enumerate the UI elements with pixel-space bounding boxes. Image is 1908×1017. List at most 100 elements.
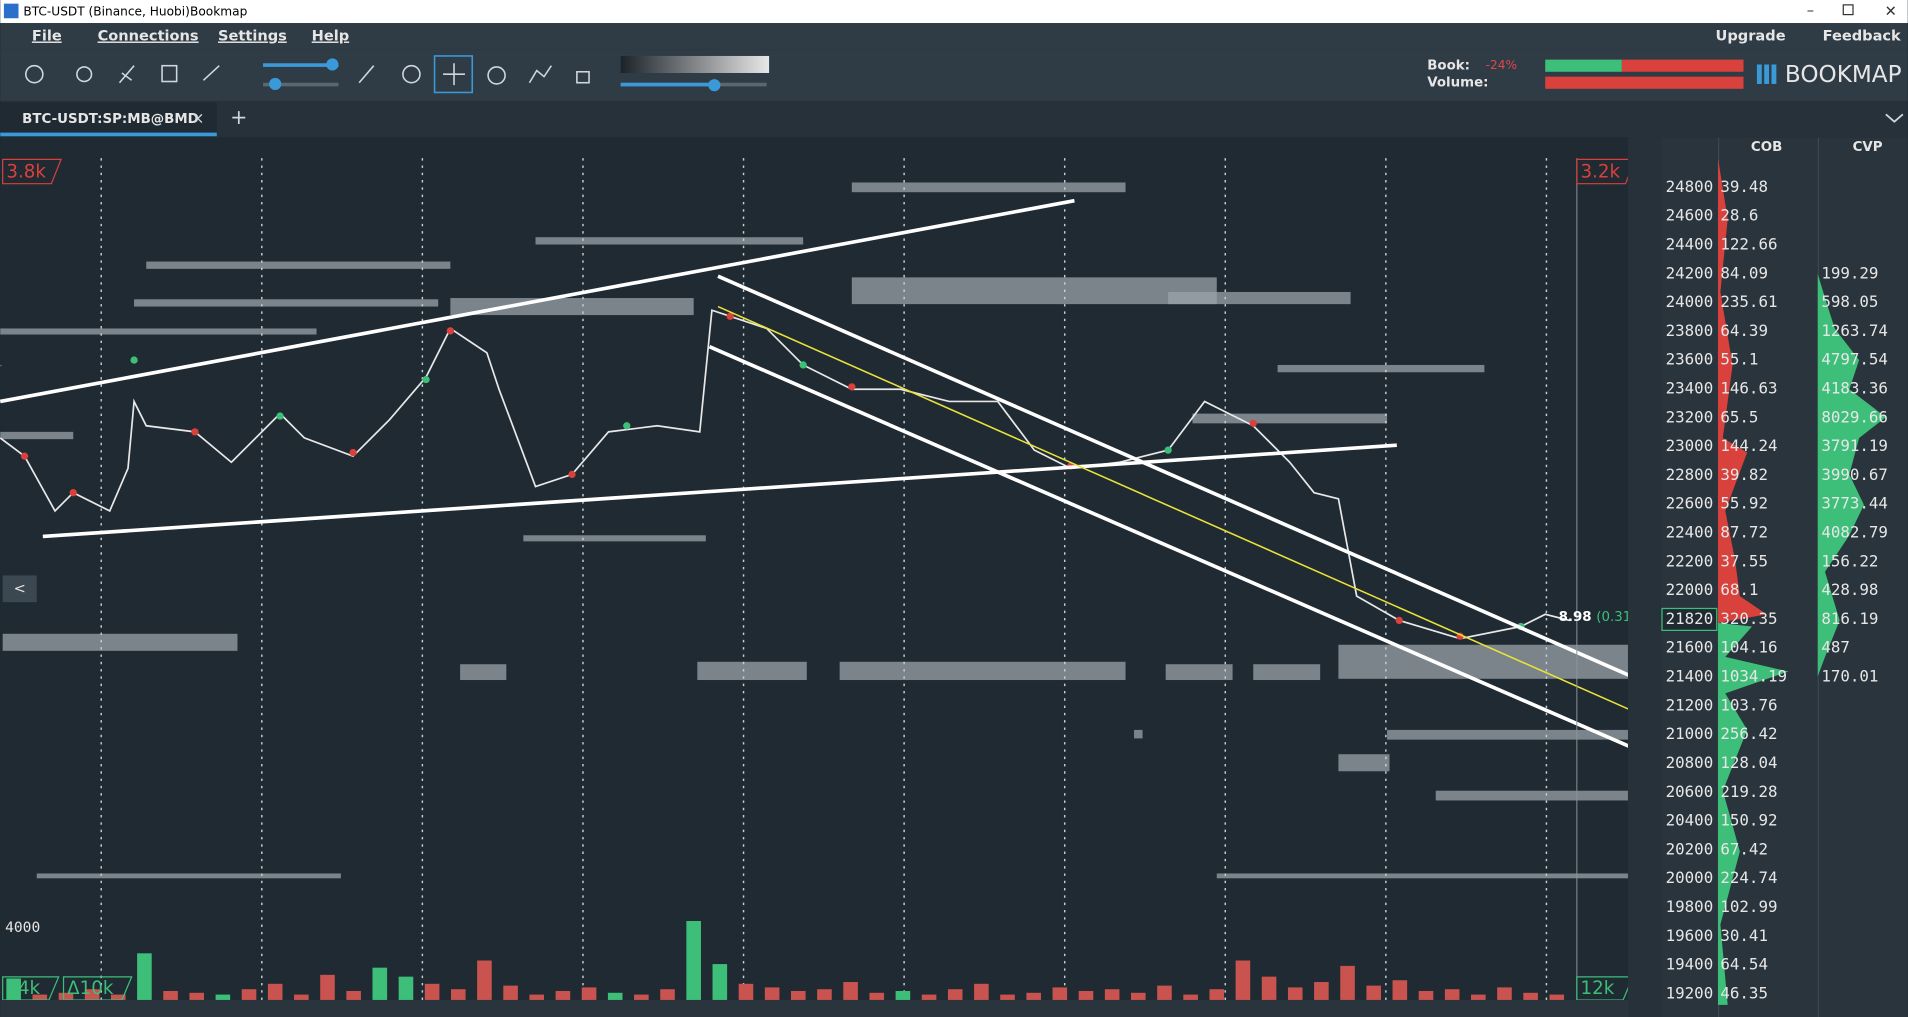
trade-dot — [623, 422, 631, 430]
volume-bar — [1497, 987, 1512, 1000]
price-label: 19800 — [1666, 897, 1714, 916]
cob-value: 64.39 — [1720, 321, 1768, 340]
left-badge: 3.8k — [6, 162, 46, 183]
cvp-value: 1263.74 — [1821, 321, 1888, 340]
volume-bar — [869, 992, 885, 1000]
last-trade-size: 8.98 — [1559, 610, 1592, 625]
tab-close[interactable]: × — [191, 109, 204, 128]
feedback-button[interactable]: Feedback — [1823, 27, 1901, 44]
tool-icon[interactable] — [25, 64, 44, 84]
app-icon — [3, 3, 19, 19]
trade-dot — [130, 356, 138, 364]
minimize[interactable]: – — [1807, 2, 1814, 19]
cvp-value: 156.22 — [1821, 551, 1878, 570]
brand-logo — [1764, 64, 1770, 84]
slider-knob[interactable] — [708, 79, 721, 92]
tab-add[interactable]: + — [230, 105, 247, 129]
cob-value: 28.6 — [1720, 206, 1758, 225]
price-label: 20000 — [1666, 868, 1714, 887]
restore[interactable] — [1842, 4, 1854, 16]
upgrade-button[interactable]: Upgrade — [1716, 27, 1786, 44]
volume-bar — [817, 989, 832, 1000]
volume-bar — [1104, 989, 1120, 1000]
price-label: 21820 — [1666, 609, 1714, 628]
liquidity-band — [851, 277, 1217, 305]
cob-value: 224.74 — [1720, 868, 1777, 887]
slider-knob[interactable] — [326, 58, 339, 71]
volume-bar — [1418, 990, 1434, 1000]
volume-bar — [712, 964, 728, 1000]
tool-icon[interactable] — [118, 65, 135, 84]
volume-bar — [110, 994, 126, 1000]
trade-dot — [349, 448, 357, 457]
volume-scale: 4000 — [5, 919, 40, 936]
cvp-value: 3791.19 — [1821, 436, 1888, 455]
tool-icon[interactable] — [443, 63, 465, 86]
cob-value: 1034.19 — [1720, 667, 1787, 686]
liquidity-band — [851, 182, 1126, 193]
cvp-value: 816.19 — [1821, 609, 1878, 628]
book-label: Book: — [1427, 59, 1470, 74]
cvp-value: 4183.36 — [1821, 378, 1888, 397]
tab-title[interactable]: BTC-USDT:SP:MB@BMD — [22, 112, 199, 127]
volume-bar — [294, 994, 309, 1000]
tab[interactable] — [0, 102, 217, 137]
volume-bar — [372, 967, 388, 1000]
cob-value: 128.04 — [1720, 753, 1777, 772]
slider-knob[interactable] — [269, 77, 282, 91]
cob-value: 122.66 — [1720, 234, 1777, 253]
slider[interactable] — [620, 82, 715, 87]
cob-value: 55.92 — [1720, 494, 1768, 513]
volume-bar — [424, 983, 440, 1000]
menu-item[interactable]: Help — [312, 27, 350, 44]
volume-bar — [1078, 990, 1094, 1000]
book-bar-sell — [1621, 59, 1744, 72]
price-label: 20200 — [1666, 839, 1714, 858]
tool-icon[interactable] — [576, 70, 590, 84]
liquidity-band — [697, 661, 807, 681]
volume-bar — [607, 992, 623, 1000]
collapse-label[interactable]: < — [14, 580, 26, 597]
cob-value: 103.76 — [1720, 695, 1777, 714]
volume-bar — [1471, 994, 1486, 1000]
slider[interactable] — [263, 63, 339, 67]
volume-bar — [189, 992, 205, 1000]
tool-icon[interactable] — [358, 65, 375, 84]
cob-value: 104.16 — [1720, 638, 1777, 657]
trend-line — [42, 443, 1397, 539]
tool-icon[interactable] — [202, 65, 220, 81]
trade-dot — [69, 489, 77, 497]
menu-item[interactable]: Settings — [218, 27, 287, 44]
cvp-profile — [1817, 273, 1886, 677]
liquidity-band — [1387, 729, 1655, 740]
volume-bar — [790, 990, 806, 1000]
tool-icon-active[interactable] — [433, 55, 474, 94]
tool-icon[interactable] — [487, 66, 506, 85]
price-label: 22800 — [1666, 465, 1714, 484]
close[interactable]: ✕ — [1885, 3, 1897, 20]
tool-icon[interactable] — [402, 64, 421, 84]
tool-icon[interactable] — [76, 66, 93, 83]
badge-frame — [1576, 158, 1637, 185]
tool-icon[interactable] — [528, 65, 552, 84]
cob-value: 146.63 — [1720, 378, 1777, 397]
menu-item[interactable]: Connections — [98, 27, 199, 44]
volume-bar — [686, 921, 701, 1000]
cob-value: 37.55 — [1720, 551, 1768, 570]
heatmap-area — [0, 137, 1661, 1017]
collapse-button[interactable] — [2, 575, 37, 603]
cob-buy-profile — [1717, 622, 1789, 1005]
cob-value: 68.1 — [1720, 580, 1758, 599]
tool-icon[interactable] — [161, 64, 178, 83]
volume-bar — [84, 989, 100, 1000]
volume-bar — [1157, 985, 1172, 1000]
menu-item[interactable]: File — [32, 27, 62, 44]
price-label: 21200 — [1666, 695, 1714, 714]
volume-bar — [1340, 965, 1355, 1000]
trade-dot — [1249, 419, 1257, 427]
heatmap-palette[interactable] — [620, 55, 770, 73]
slider[interactable] — [263, 82, 339, 87]
panel-toggle[interactable] — [1885, 113, 1904, 123]
price-label: 24800 — [1666, 177, 1714, 196]
right-badge: 3.2k — [1581, 162, 1621, 183]
